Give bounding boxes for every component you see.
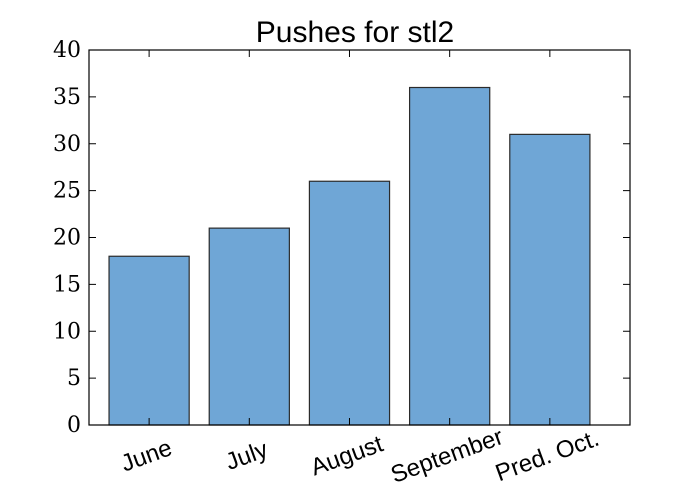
y-tick-label-40: 40 bbox=[53, 38, 81, 63]
y-axis: 0 5 10 15 20 25 30 35 40 bbox=[53, 38, 630, 438]
y-tick-label-15: 15 bbox=[53, 272, 81, 297]
bar-july bbox=[208, 227, 290, 426]
y-tick-label-5: 5 bbox=[67, 366, 81, 391]
bar-september bbox=[408, 86, 491, 426]
x-tick-label-july: July bbox=[222, 436, 271, 476]
y-tick-label-10: 10 bbox=[53, 319, 81, 344]
x-tick-label-june: June bbox=[117, 434, 175, 477]
chart-title: Pushes for stl2 bbox=[256, 16, 454, 49]
y-tick-label-20: 20 bbox=[53, 226, 81, 251]
x-tick-label-pred-oct: Pred. Oct. bbox=[492, 425, 603, 487]
bar-august bbox=[308, 180, 391, 426]
bars-group bbox=[108, 86, 591, 426]
y-tick-label-0: 0 bbox=[67, 413, 81, 438]
y-tick-label-25: 25 bbox=[53, 179, 81, 204]
x-tick-label-september: September bbox=[387, 423, 507, 489]
bar-pred-oct bbox=[509, 133, 591, 426]
y-tick-label-35: 35 bbox=[53, 85, 81, 110]
y-tick-label-30: 30 bbox=[53, 132, 81, 157]
x-tick-label-august: August bbox=[307, 430, 387, 481]
bar-june bbox=[108, 255, 190, 426]
